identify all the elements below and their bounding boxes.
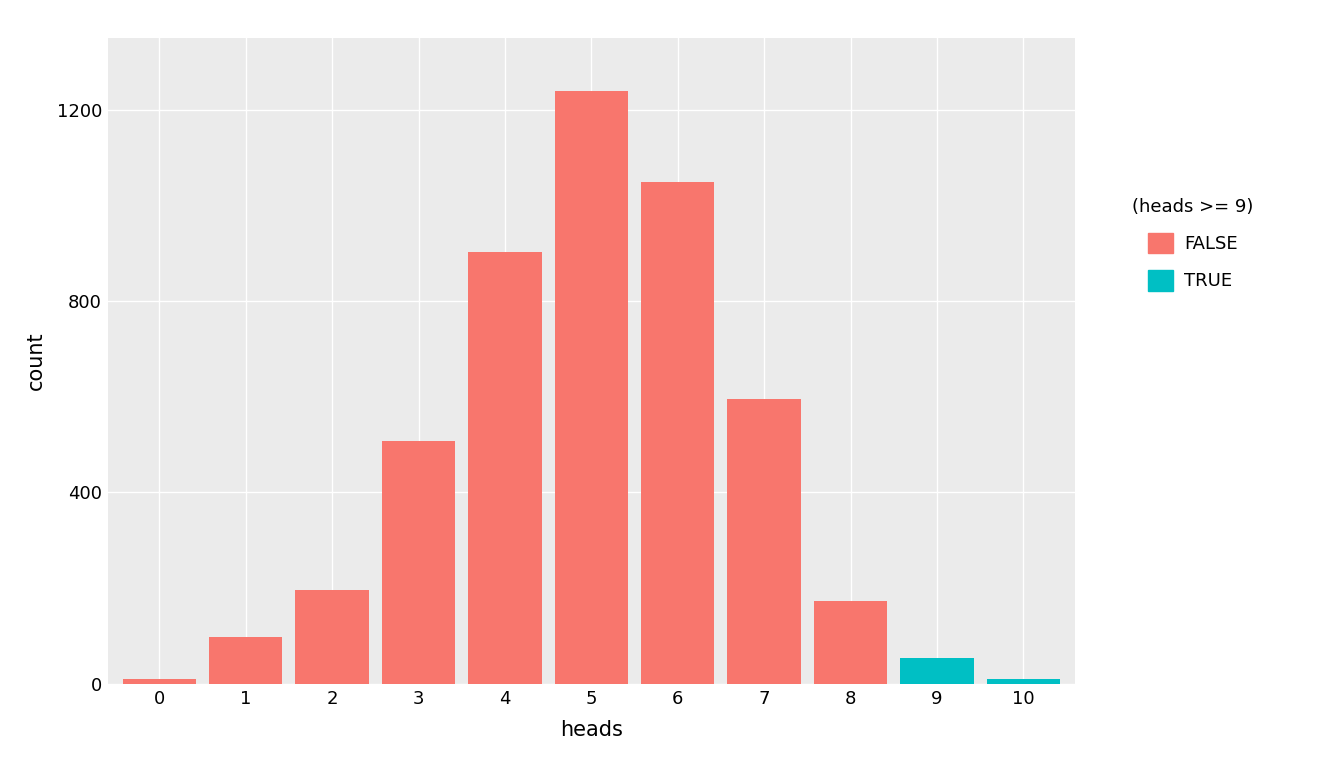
Bar — [122, 679, 196, 684]
Bar — [468, 253, 542, 684]
Bar — [814, 601, 887, 684]
Bar — [986, 679, 1060, 684]
X-axis label: heads: heads — [560, 720, 622, 740]
Bar — [555, 91, 628, 684]
Bar — [641, 182, 715, 684]
Bar — [727, 399, 801, 684]
Bar — [900, 657, 973, 684]
Y-axis label: count: count — [26, 332, 46, 390]
Bar — [382, 441, 456, 684]
Bar — [296, 591, 368, 684]
Bar — [210, 637, 282, 684]
Legend: FALSE, TRUE: FALSE, TRUE — [1124, 190, 1262, 300]
